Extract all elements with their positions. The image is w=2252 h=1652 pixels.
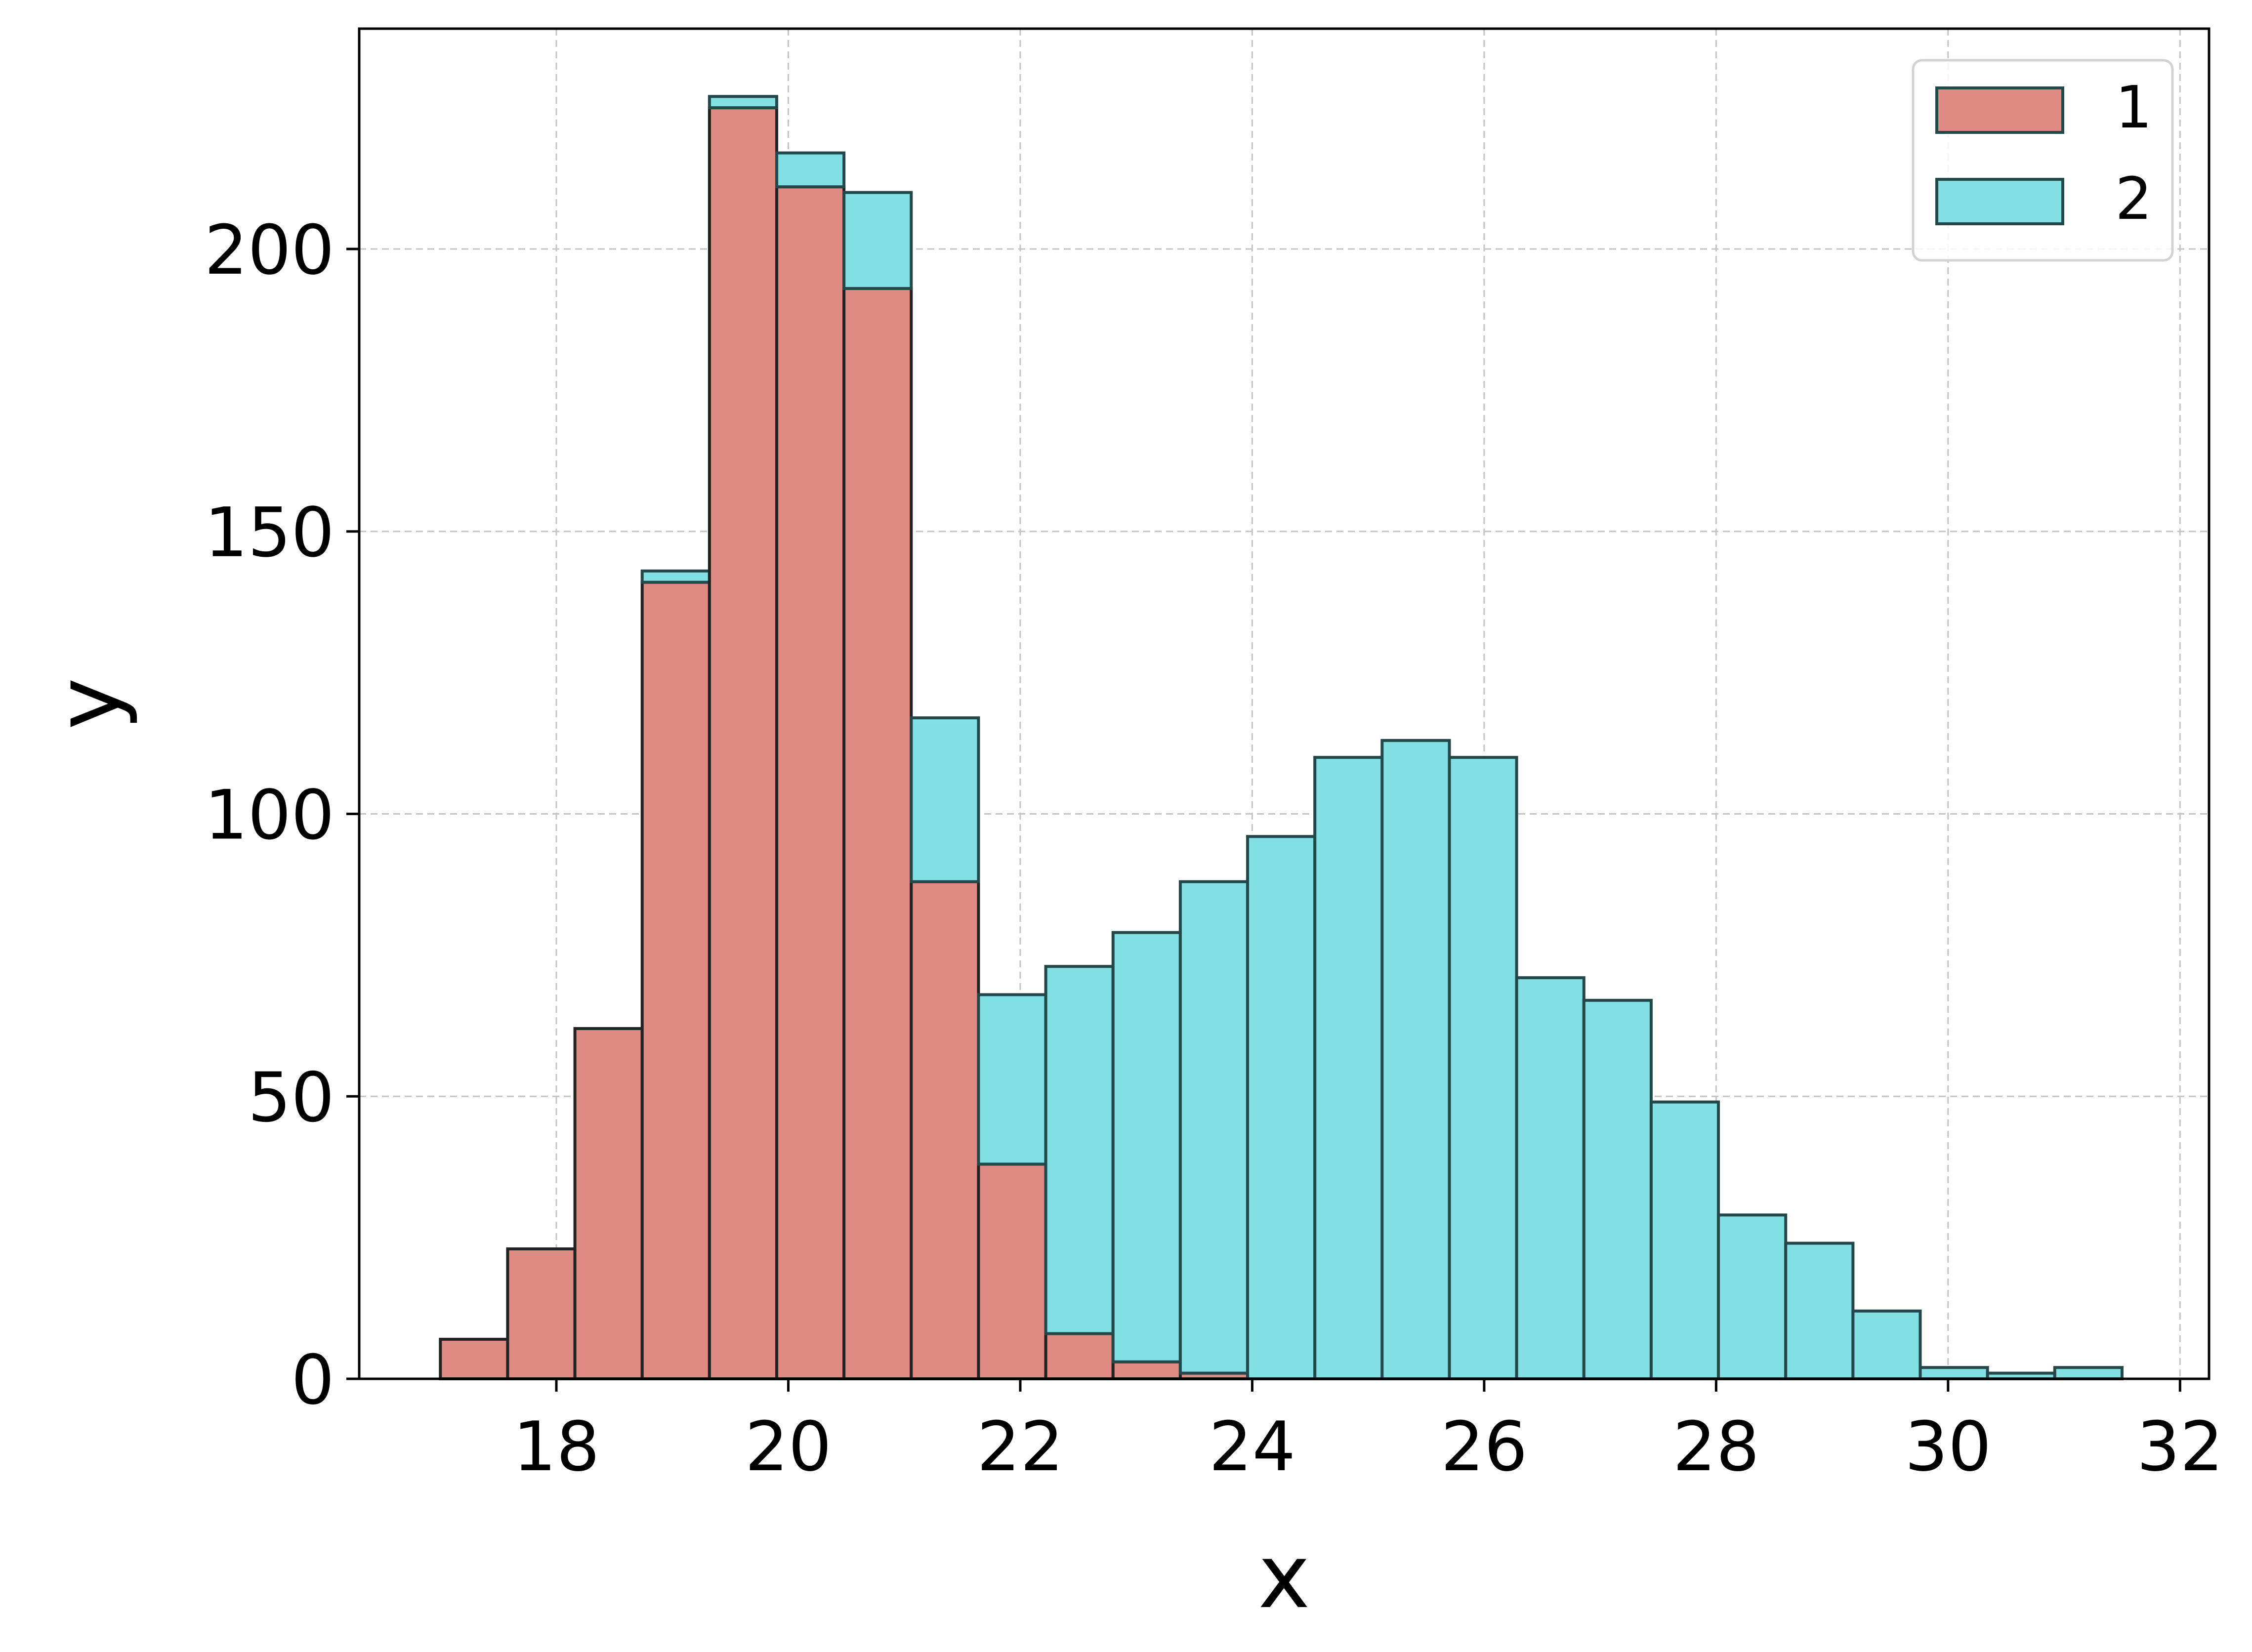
- bar-series-2: [775, 151, 846, 189]
- y-tick-label: 200: [205, 210, 334, 290]
- bar-series-2: [1448, 756, 1518, 1380]
- x-tick-label: 22: [977, 1407, 1064, 1487]
- bar-series-2: [1044, 965, 1115, 1335]
- bar-series-2: [842, 191, 913, 290]
- bar-series-2: [1313, 756, 1384, 1380]
- legend-label-2: 2: [2115, 165, 2152, 233]
- bar-series-2: [910, 716, 980, 883]
- x-tick-label: 28: [1673, 1407, 1760, 1487]
- bar-series-1: [573, 1027, 644, 1381]
- legend-label-1: 1: [2115, 73, 2152, 141]
- bar-series-1: [708, 106, 779, 1381]
- y-tick-label: 150: [205, 493, 334, 573]
- y-axis-title: y: [37, 678, 139, 730]
- bar-series-2: [708, 95, 779, 110]
- bars: [439, 95, 2124, 1381]
- bar-series-1: [1111, 1360, 1182, 1381]
- bar-series-2: [1717, 1213, 1788, 1381]
- bar-series-2: [977, 993, 1047, 1166]
- bar-series-2: [1246, 835, 1317, 1380]
- x-tick-label: 30: [1905, 1407, 1992, 1487]
- y-tick-label: 50: [248, 1058, 334, 1137]
- bar-series-1: [977, 1162, 1047, 1380]
- bar-series-2: [1649, 1100, 1720, 1380]
- axis-ticks: 18 20 22 24 26 28 30 32 0 50 100 150 200: [205, 210, 2224, 1487]
- bar-series-2: [2053, 1366, 2124, 1380]
- bar-series-2: [1178, 880, 1250, 1375]
- bar-series-2: [1380, 739, 1451, 1380]
- plot-frame: [358, 27, 2210, 1380]
- bar-series-2: [1918, 1366, 1989, 1380]
- y-tick-label: 100: [205, 775, 334, 855]
- bar-series-2: [1582, 998, 1653, 1380]
- bar-series-2: [1111, 931, 1182, 1363]
- legend-swatch-2: [1935, 178, 2064, 225]
- x-tick-label: 18: [513, 1407, 600, 1487]
- x-tick-label: 26: [1441, 1407, 1528, 1487]
- bar-series-1: [842, 287, 913, 1380]
- bar-series-2: [1851, 1309, 1922, 1381]
- bar-series-1: [439, 1337, 509, 1380]
- bar-series-1: [775, 185, 846, 1381]
- bar-series-2: [640, 569, 711, 584]
- bar-series-2: [1784, 1241, 1855, 1380]
- legend: 12: [1912, 59, 2174, 262]
- y-tick-label: 0: [291, 1340, 334, 1420]
- legend-swatch-1: [1935, 86, 2064, 134]
- x-tick-label: 24: [1209, 1407, 1296, 1487]
- x-axis-title: x: [1258, 1526, 1310, 1628]
- bar-series-2: [1515, 976, 1585, 1380]
- bar-series-1: [506, 1247, 577, 1381]
- bar-series-1: [1044, 1332, 1115, 1380]
- bar-series-1: [910, 880, 980, 1381]
- x-tick-label: 20: [745, 1407, 832, 1487]
- bar-series-1: [640, 580, 711, 1380]
- x-tick-label: 32: [2137, 1407, 2224, 1487]
